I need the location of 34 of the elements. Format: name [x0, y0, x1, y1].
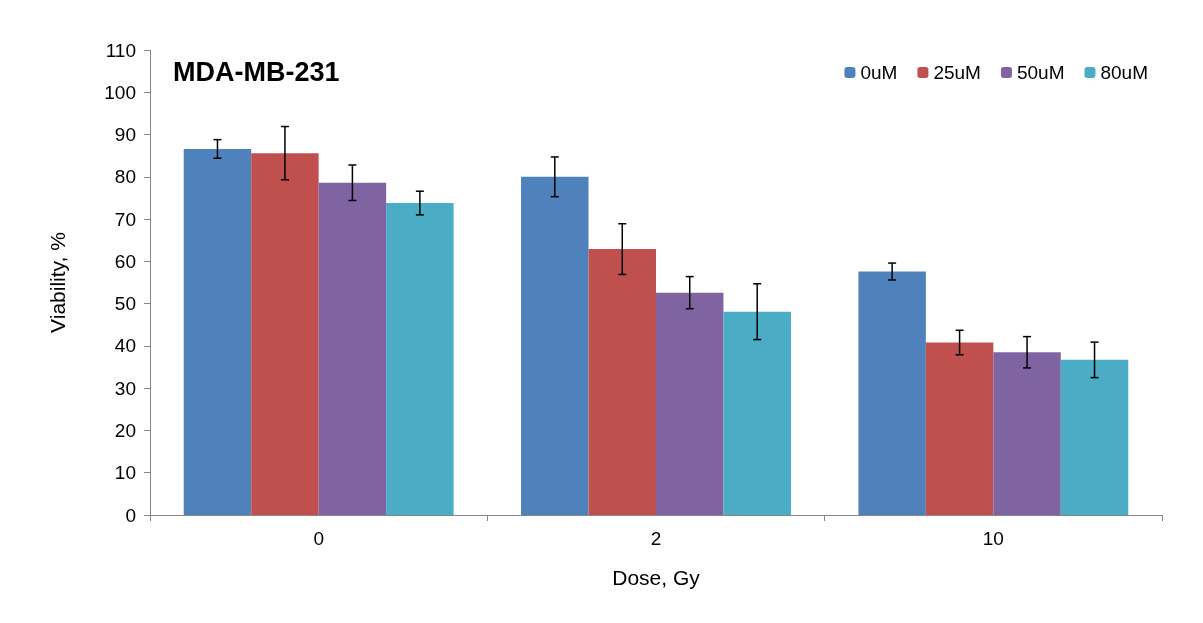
y-tick-label: 30 [114, 377, 136, 399]
bar [318, 182, 387, 515]
bar [183, 148, 252, 515]
chart-title: MDA-MB-231 [173, 56, 340, 87]
bar [656, 292, 724, 515]
bar [251, 153, 319, 515]
x-tick-label: 10 [982, 528, 1004, 549]
legend-label: 0uM [860, 62, 898, 83]
y-tick-label: 0 [125, 504, 136, 526]
x-axis-title: Dose, Gy [612, 566, 701, 589]
legend-label: 25uM [933, 62, 981, 83]
legend-label: 80uM [1100, 62, 1148, 83]
bar [723, 311, 791, 515]
y-tick-label: 50 [114, 293, 136, 315]
y-tick-label: 60 [114, 250, 136, 272]
bar [386, 203, 454, 515]
y-tick-label: 110 [105, 39, 136, 61]
y-axis-title: Viability, % [46, 232, 69, 333]
y-tick-label: 40 [114, 335, 136, 357]
bar [1060, 359, 1129, 515]
legend-label: 50uM [1016, 62, 1065, 83]
x-tick-label: 0 [313, 528, 324, 549]
y-tick-label: 100 [104, 81, 136, 103]
y-tick-label: 90 [114, 124, 136, 146]
y-tick-label: 20 [114, 419, 136, 441]
y-tick-label: 10 [114, 462, 136, 484]
y-tick-label: 70 [114, 208, 136, 230]
bar [521, 176, 589, 515]
bar [588, 249, 656, 515]
bar [925, 342, 994, 515]
bar [858, 271, 926, 515]
x-tick-label: 2 [650, 528, 662, 549]
bar [993, 352, 1061, 515]
y-tick-label: 80 [114, 166, 136, 188]
